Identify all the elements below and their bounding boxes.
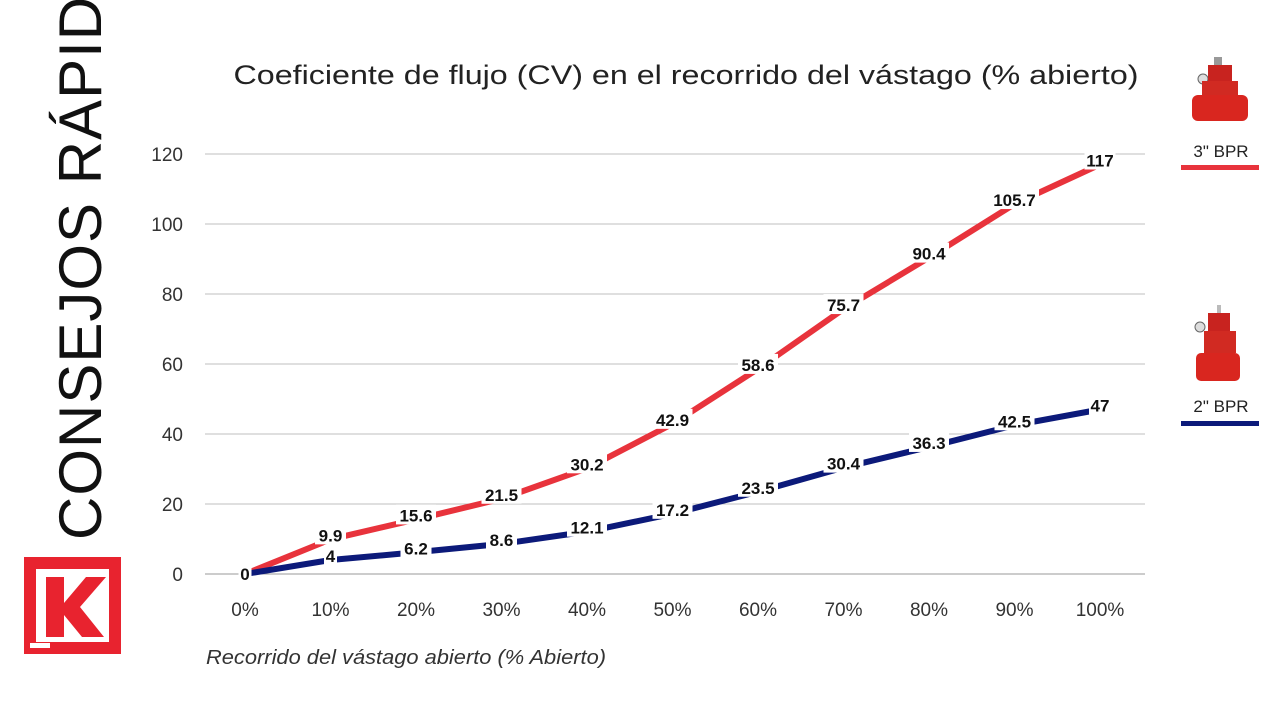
x-tick-label: 90% (995, 600, 1033, 621)
x-tick-label: 50% (653, 600, 691, 621)
legend-line-2in (1181, 421, 1259, 426)
data-label: 90.4 (912, 245, 946, 264)
data-label: 4 (326, 547, 336, 566)
x-tick-label: 30% (482, 600, 520, 621)
data-label: 6.2 (404, 539, 428, 558)
data-label-bg (324, 545, 337, 565)
data-label: 8.6 (490, 531, 514, 550)
y-tick-label: 100 (151, 215, 183, 236)
y-tick-label: 0 (172, 565, 183, 586)
legend-label-3in: 3" BPR (1193, 142, 1249, 161)
x-axis-label: Recorrido del vástago abierto (% Abierto… (206, 647, 606, 669)
y-tick-label: 20 (162, 495, 183, 516)
data-label: 47 (1091, 397, 1110, 416)
data-label: 21.5 (485, 486, 518, 505)
kimray-logo (24, 557, 121, 654)
x-tick-label: 80% (910, 600, 948, 621)
x-tick-label: 70% (824, 600, 862, 621)
y-tick-label: 40 (162, 425, 183, 446)
data-label-bg (567, 516, 607, 537)
x-tick-label: 60% (739, 600, 777, 621)
x-tick-label: 100% (1076, 600, 1125, 621)
data-label-bg (909, 431, 949, 452)
data-label: 0 (240, 565, 249, 584)
data-label-bg (990, 189, 1039, 210)
data-label-bg (1084, 149, 1116, 170)
legend-label-2in: 2" BPR (1193, 397, 1249, 416)
x-tick-label: 40% (568, 600, 606, 621)
data-label: 12.1 (570, 519, 603, 538)
data-label-bg (400, 537, 432, 558)
y-tick-label: 60 (162, 355, 183, 376)
data-label-bg (823, 294, 864, 315)
data-label: 58.6 (741, 356, 774, 375)
valve-2in-icon (1194, 305, 1240, 381)
x-tick-label: 10% (311, 600, 349, 621)
data-label: 117 (1086, 152, 1113, 171)
data-label: 30.2 (570, 455, 603, 474)
chart-title: Coeficiente de flujo (CV) en el recorrid… (234, 60, 1139, 90)
x-tick-label: 0% (231, 600, 259, 621)
data-label: 42.9 (656, 411, 689, 430)
data-label-bg (315, 524, 346, 545)
data-label: 15.6 (399, 506, 432, 525)
data-label-bg (567, 453, 607, 474)
data-label: 36.3 (912, 434, 945, 453)
data-label: 9.9 (319, 526, 343, 545)
data-label-bg (481, 483, 522, 504)
x-tick-label: 20% (397, 600, 435, 621)
data-label: 30.4 (827, 455, 861, 474)
data-label: 17.2 (656, 501, 689, 520)
data-label-bg (1089, 394, 1111, 415)
data-label-bg (738, 353, 778, 374)
data-label-bg (238, 563, 252, 583)
data-label-bg (994, 410, 1035, 431)
data-label-bg (486, 528, 517, 549)
data-label-bg (396, 504, 436, 525)
data-label: 105.7 (993, 191, 1036, 210)
data-label-bg (738, 476, 778, 497)
data-label: 42.5 (998, 412, 1031, 431)
data-label-bg (652, 408, 693, 429)
y-tick-label: 80 (162, 285, 183, 306)
y-tick-label: 120 (151, 145, 183, 166)
data-label: 75.7 (827, 296, 860, 315)
legend-line-3in (1181, 165, 1259, 170)
valve-3in-icon (1192, 57, 1248, 121)
data-label: 23.5 (741, 479, 774, 498)
data-label-bg (652, 498, 693, 519)
data-label-bg (909, 242, 949, 263)
data-label-bg (823, 452, 864, 473)
